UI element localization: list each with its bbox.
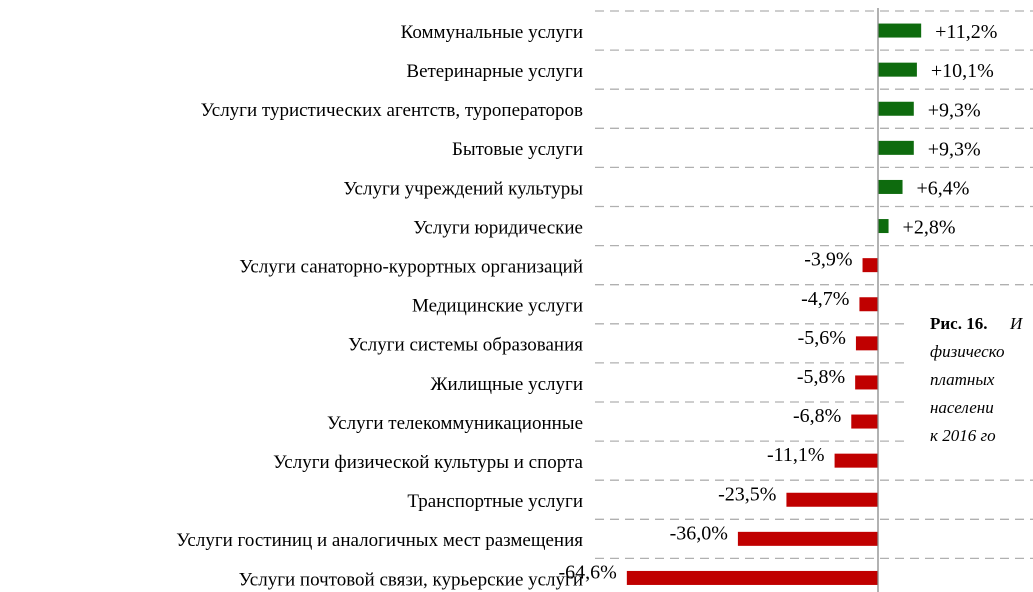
bar: [737, 531, 878, 546]
category-label: Жилищные услуги: [431, 374, 583, 395]
category-label: Ветеринарные услуги: [406, 61, 583, 82]
value-label: +2,8%: [903, 217, 956, 239]
value-label: +9,3%: [928, 138, 981, 160]
value-label: -11,1%: [767, 444, 825, 466]
bar: [877, 179, 903, 194]
bar: [834, 453, 878, 468]
bar: [626, 570, 878, 585]
category-label: Услуги туристических агентств, туроперат…: [201, 100, 583, 121]
figure-label: Рис. 16.: [930, 314, 987, 333]
value-label: -5,6%: [798, 327, 846, 349]
value-label: -23,5%: [718, 483, 776, 505]
category-label: Услуги юридические: [413, 217, 583, 238]
category-label: Услуги почтовой связи, курьерские услуги: [239, 569, 583, 590]
bar: [862, 258, 878, 273]
caption-line: платных: [930, 370, 995, 389]
value-label: -36,0%: [670, 522, 728, 544]
caption-line: населени: [930, 398, 994, 417]
category-label: Услуги санаторно-курортных организаций: [239, 257, 583, 278]
value-label: -5,8%: [797, 366, 845, 388]
bar: [877, 62, 917, 77]
value-label: +11,2%: [935, 21, 997, 43]
bar: [877, 101, 914, 116]
bar: [855, 336, 878, 351]
bar: [877, 140, 914, 155]
value-label: -64,6%: [559, 562, 617, 584]
bars: [626, 23, 922, 585]
value-label: +10,1%: [931, 60, 994, 82]
bar: [851, 414, 878, 429]
caption-line: к 2016 го: [930, 426, 996, 445]
caption-line: И: [1009, 314, 1024, 333]
value-label: -6,8%: [793, 405, 841, 427]
bar: [855, 375, 878, 390]
category-label: Бытовые услуги: [452, 139, 583, 160]
category-label: Услуги телекоммуникационные: [327, 413, 583, 434]
value-label: -3,9%: [804, 249, 852, 271]
bar: [877, 23, 922, 38]
bar: [877, 219, 889, 234]
category-label: Услуги гостиниц и аналогичных мест разме…: [176, 530, 583, 551]
value-label: -4,7%: [801, 288, 849, 310]
bar: [786, 492, 878, 507]
category-label: Услуги системы образования: [348, 335, 583, 356]
category-label: Транспортные услуги: [407, 491, 583, 512]
row-separators: [595, 10, 1033, 560]
category-label: Услуги физической культуры и спорта: [273, 452, 583, 473]
value-label: +6,4%: [917, 178, 970, 200]
category-label: Медицинские услуги: [412, 296, 583, 317]
caption-background: [906, 300, 1033, 460]
caption-line: физическо: [930, 342, 1004, 361]
bar: [859, 297, 878, 312]
category-label: Услуги учреждений культуры: [343, 178, 583, 199]
value-label: +9,3%: [928, 99, 981, 121]
category-label: Коммунальные услуги: [401, 22, 583, 43]
